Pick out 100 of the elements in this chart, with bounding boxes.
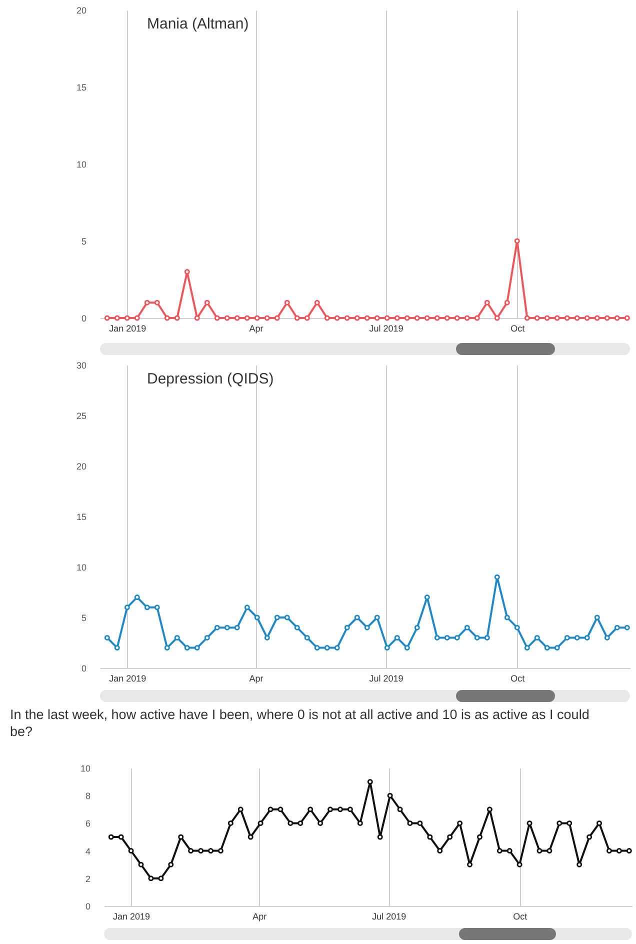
point [476, 834, 482, 840]
point [454, 315, 460, 321]
point [268, 806, 274, 812]
point [556, 820, 562, 826]
point [614, 315, 620, 321]
x-tick-label: Jan 2019 [113, 912, 150, 922]
point [278, 806, 284, 812]
point [238, 806, 244, 812]
point [384, 315, 390, 321]
y-tick-label: 4 [85, 846, 90, 856]
point [144, 604, 150, 610]
point [204, 300, 210, 306]
point [164, 645, 170, 651]
point [194, 645, 200, 651]
point [467, 862, 473, 868]
point [284, 300, 290, 306]
point [554, 315, 560, 321]
point [174, 315, 180, 321]
point [526, 820, 532, 826]
point [298, 820, 304, 826]
point [174, 634, 180, 640]
point [274, 315, 280, 321]
point [584, 315, 590, 321]
x-tick-label: Apr [249, 324, 264, 334]
point [544, 645, 550, 651]
point [464, 624, 470, 630]
point [434, 315, 440, 321]
point [328, 806, 334, 812]
point [248, 834, 254, 840]
point [164, 315, 170, 321]
point [496, 848, 502, 854]
point [118, 834, 124, 840]
point [624, 315, 630, 321]
y-tick-label: 0 [81, 314, 86, 324]
point [134, 594, 140, 600]
point [394, 315, 400, 321]
point [194, 315, 200, 321]
point [344, 624, 350, 630]
point [586, 834, 592, 840]
y-tick-label: 20 [76, 462, 86, 472]
y-tick-label: 15 [76, 82, 86, 92]
point [144, 300, 150, 306]
point [354, 614, 360, 620]
point [554, 645, 560, 651]
y-tick-label: 5 [81, 236, 86, 246]
x-tick-label: Jan 2019 [109, 324, 146, 334]
point [314, 645, 320, 651]
y-tick-label: 0 [85, 902, 90, 912]
point [294, 624, 300, 630]
point [154, 604, 160, 610]
point [504, 300, 510, 306]
point [124, 315, 130, 321]
point [314, 300, 320, 306]
point [184, 645, 190, 651]
point [464, 315, 470, 321]
x-tick-label: Jul 2019 [369, 674, 404, 684]
point [444, 634, 450, 640]
point [214, 315, 220, 321]
point [138, 862, 144, 868]
y-tick-label: 5 [81, 613, 86, 623]
x-tick-label: Oct [513, 912, 528, 922]
point [604, 315, 610, 321]
point [564, 315, 570, 321]
point [444, 315, 450, 321]
point [254, 315, 260, 321]
point [584, 634, 590, 640]
point [338, 806, 343, 812]
point [394, 634, 400, 640]
point [414, 624, 420, 630]
text: Depression (QIDS) [147, 370, 274, 388]
point [264, 634, 270, 640]
point [304, 634, 310, 640]
point [198, 848, 204, 854]
point [184, 269, 190, 275]
point [384, 645, 390, 651]
y-tick-label: 30 [76, 360, 86, 370]
point [304, 315, 310, 321]
point [407, 820, 413, 826]
point [524, 645, 530, 651]
y-tick-label: 2 [85, 874, 90, 884]
point [274, 614, 280, 620]
point [178, 834, 184, 840]
point [224, 315, 230, 321]
chart-title: In the last week, how active have I been, where 0 is not at all active and 10 is as active as I could be? [10, 706, 590, 740]
point [457, 820, 463, 826]
point [244, 604, 250, 610]
point [494, 315, 500, 321]
x-tick-label: Oct [510, 324, 526, 334]
x-tick-label: Jan 2019 [109, 674, 146, 684]
point [506, 848, 512, 854]
point [104, 315, 110, 321]
point [614, 624, 620, 630]
point [454, 634, 460, 640]
point [516, 862, 522, 868]
point [626, 848, 632, 854]
point [404, 645, 410, 651]
point [318, 820, 324, 826]
point [208, 848, 214, 854]
point [544, 315, 550, 321]
y-tick-label: 8 [85, 791, 90, 802]
